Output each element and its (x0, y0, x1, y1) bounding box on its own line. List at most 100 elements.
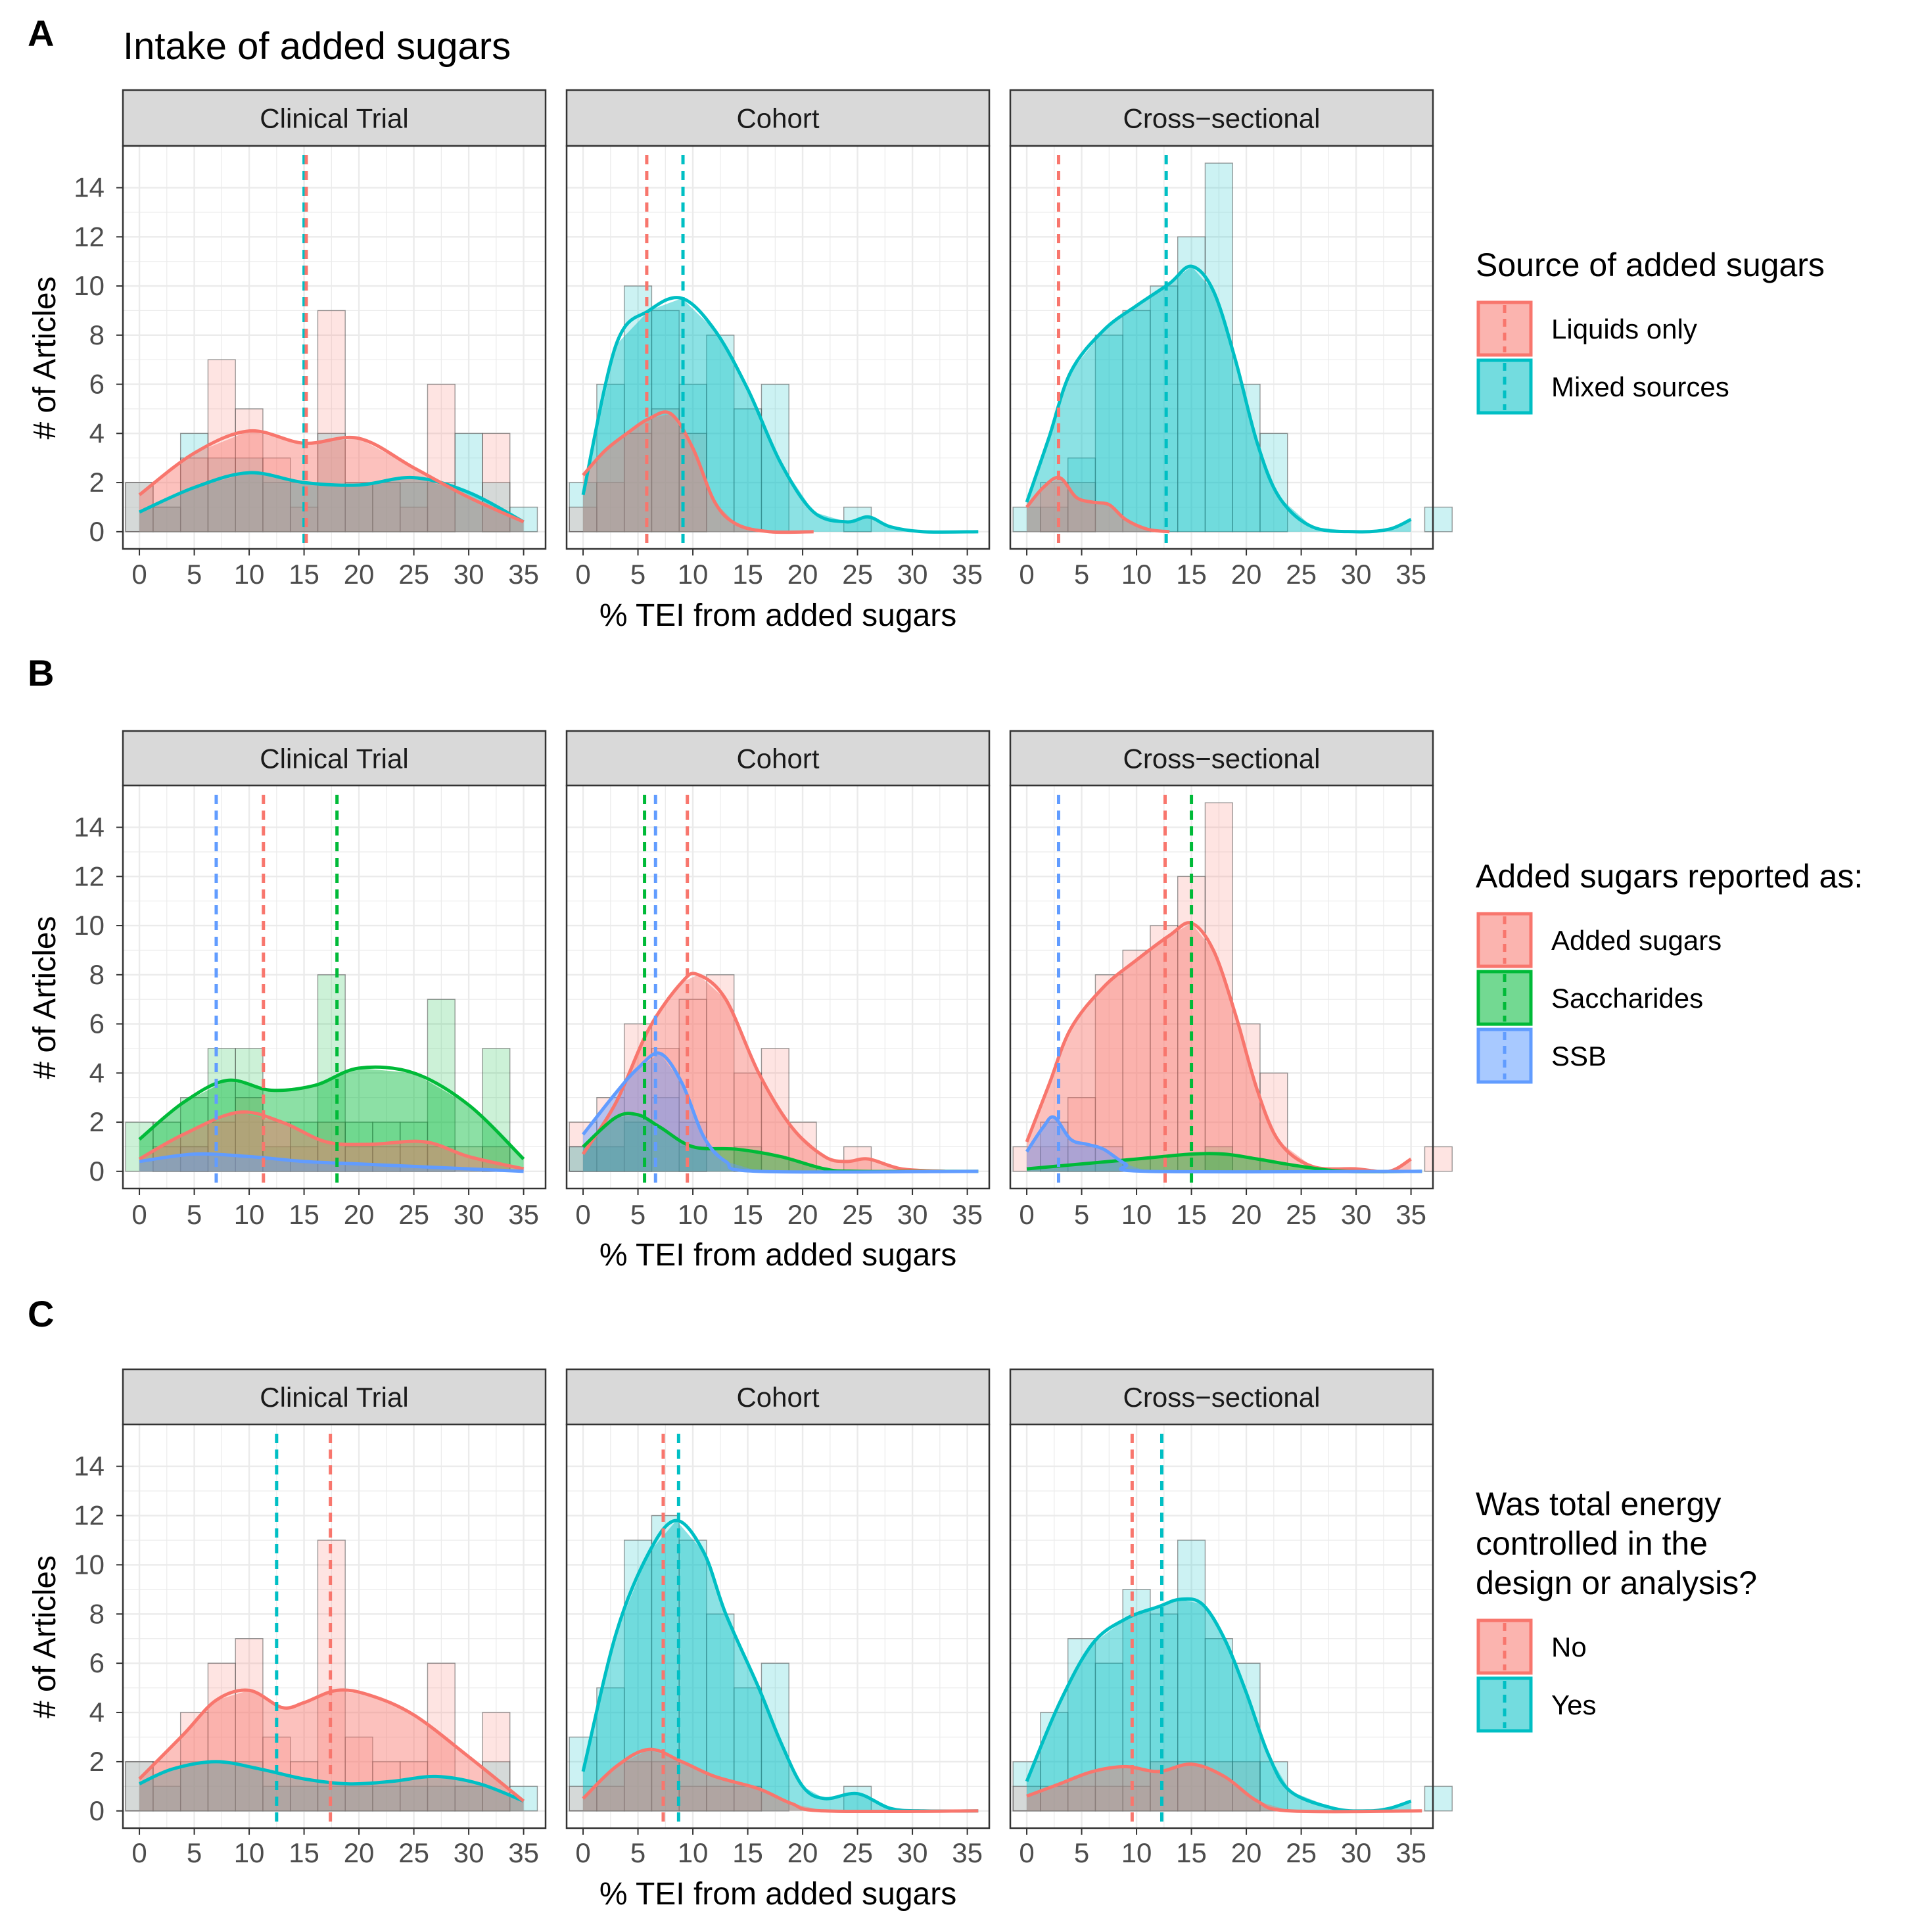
facet-strip-label: Cohort (736, 1382, 819, 1413)
density-line (139, 1152, 524, 1173)
x-tick-label: 5 (187, 1199, 202, 1230)
density-area (583, 413, 814, 532)
histogram-bar (262, 458, 291, 532)
x-tick-label: 20 (787, 1837, 818, 1868)
y-axis-label: # of Articles (28, 1555, 62, 1718)
plot-panel (567, 786, 989, 1189)
x-tick-label: 20 (1231, 1199, 1262, 1230)
panel-border (565, 784, 991, 1190)
histogram-bar (569, 506, 598, 532)
x-tick-label: 35 (508, 1837, 539, 1868)
density-area (139, 1068, 524, 1171)
histogram-bar (706, 335, 735, 532)
panel-border (1009, 1423, 1434, 1829)
density-line (1025, 1115, 1422, 1174)
x-tick-label: 15 (1176, 1837, 1207, 1868)
x-axis-label: % TEI from added sugars (599, 1877, 956, 1912)
x-tick-label: 30 (1341, 1199, 1372, 1230)
part-letter: C (28, 1293, 54, 1334)
x-tick-label: 10 (234, 1199, 265, 1230)
x-tick-label: 5 (630, 1199, 645, 1230)
histogram-bar (235, 1638, 264, 1812)
x-tick-label: 10 (678, 1837, 709, 1868)
y-tick-label: 12 (74, 221, 105, 252)
histogram-bar (179, 1146, 209, 1172)
density-line (581, 972, 946, 1173)
x-tick-label: 20 (1231, 559, 1262, 590)
x-tick-label: 35 (1395, 1837, 1426, 1868)
facet-strip (565, 1368, 991, 1426)
x-tick-label: 0 (1019, 1837, 1034, 1868)
facet-strip-label: Cross−sectional (1123, 1382, 1321, 1413)
y-tick-label: 14 (74, 1451, 105, 1482)
density-area (1027, 1599, 1411, 1811)
histogram-bar (1424, 1146, 1453, 1172)
facet-0: Clinical Trial 0 5 10 15 20 25 30 35 (122, 1368, 547, 1868)
histogram-bar (1424, 506, 1453, 532)
x-tick-label: 0 (131, 1837, 147, 1868)
legend: Added sugars reported as: Added sugars Sac… (1476, 858, 1863, 1084)
panel-border (565, 145, 991, 550)
x-tick-label: 20 (344, 1837, 375, 1868)
y-tick-label: 14 (74, 812, 105, 843)
x-tick-label: 5 (630, 559, 645, 590)
facet-0: Clinical Trial 0 5 10 15 20 25 30 35 (122, 89, 547, 590)
density-area (583, 974, 946, 1171)
histogram-bar (1204, 1146, 1233, 1172)
facet-strip-label: Cohort (736, 743, 819, 774)
histogram-bar (761, 1662, 789, 1812)
x-tick-label: 30 (897, 1199, 928, 1230)
series-bars-0 (569, 285, 872, 532)
x-tick-label: 0 (131, 1199, 147, 1230)
x-tick-label: 25 (398, 1837, 429, 1868)
histogram-bar (678, 1785, 707, 1812)
panel-border (122, 145, 547, 550)
x-tick-label: 15 (1176, 1199, 1207, 1230)
x-tick-label: 15 (289, 559, 319, 590)
facet-strip (1009, 730, 1434, 787)
histogram-bar (1094, 335, 1123, 532)
x-tick-label: 30 (454, 1199, 484, 1230)
part-letter: B (28, 652, 54, 694)
x-tick-label: 35 (952, 1837, 983, 1868)
x-tick-label: 5 (1074, 1837, 1089, 1868)
x-tick-label: 25 (1286, 1199, 1317, 1230)
histogram-bar (1122, 949, 1151, 1172)
histogram-bar (235, 458, 264, 532)
histogram-bar (482, 1146, 511, 1172)
histogram-bar (1122, 1589, 1151, 1812)
histogram-bar (1067, 1638, 1096, 1812)
y-tick-label: 12 (74, 860, 105, 891)
density-area (583, 1114, 979, 1171)
histogram-bar (207, 458, 236, 532)
x-tick-label: 35 (1395, 559, 1426, 590)
x-tick-label: 0 (575, 559, 590, 590)
density-line (138, 1110, 525, 1171)
series-bars-1 (152, 1097, 511, 1172)
legend-title: Added sugars reported as: (1476, 858, 1863, 895)
x-tick-label: 5 (630, 1837, 645, 1868)
histogram-bar (1094, 1785, 1123, 1812)
plot-panel (567, 146, 989, 549)
x-tick-label: 25 (398, 1199, 429, 1230)
x-tick-label: 30 (1341, 559, 1372, 590)
x-tick-label: 15 (289, 1199, 319, 1230)
histogram-bar (344, 1146, 373, 1172)
histogram-bar (372, 482, 401, 532)
x-tick-label: 15 (289, 1837, 319, 1868)
facet-strip-label: Clinical Trial (260, 1382, 408, 1413)
y-axis-label: # of Articles (28, 276, 62, 439)
x-axis-label: % TEI from added sugars (599, 598, 956, 633)
y-axis-label: # of Articles (28, 916, 62, 1079)
x-tick-label: 15 (732, 1837, 763, 1868)
histogram-bar (289, 1785, 319, 1812)
density-line (138, 429, 525, 524)
y-tick-label: 10 (74, 1549, 105, 1580)
x-tick-label: 35 (508, 1199, 539, 1230)
y-tick-label: 2 (89, 1746, 105, 1777)
density-line (1025, 475, 1170, 534)
legend-label: No (1551, 1632, 1587, 1662)
x-tick-label: 0 (131, 559, 147, 590)
x-tick-label: 0 (1019, 559, 1034, 590)
